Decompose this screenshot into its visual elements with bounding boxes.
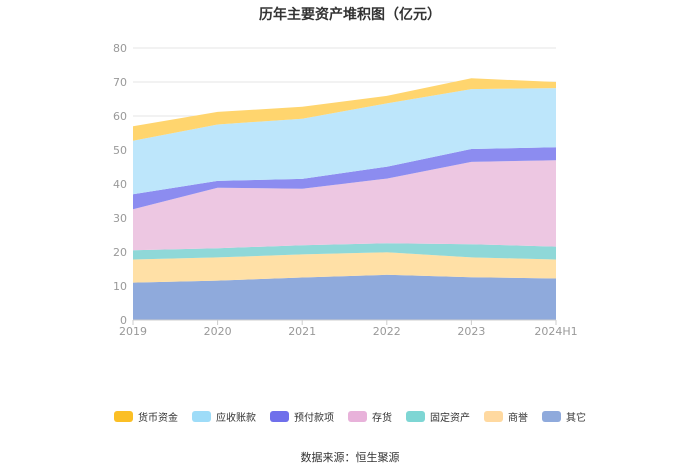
axis-layer: 0 10 20 30 40 50 60 70 80 2019 2020 2021 2022 2023 202… — [113, 42, 578, 338]
area-series-2 — [133, 243, 556, 260]
x-tick-label: 2022 — [373, 325, 401, 338]
area-series-3 — [133, 160, 556, 251]
y-tick-label: 70 — [113, 76, 127, 89]
legend-item[interactable]: 存货 — [348, 409, 392, 424]
area-series-5 — [133, 88, 556, 195]
legend-swatch — [406, 411, 425, 422]
area-series-6 — [133, 78, 556, 141]
stacked-area-chart: 0 10 20 30 40 50 60 70 80 2019 2020 2021 2022 2023 202… — [113, 42, 578, 338]
data-source: 数据来源：恒生聚源 — [300, 451, 400, 464]
y-tick-label: 60 — [113, 110, 127, 123]
legend-swatch — [114, 411, 133, 422]
y-tick-label: 80 — [113, 42, 127, 55]
legend-label: 货币资金 — [138, 413, 178, 424]
legend-label: 应收账款 — [216, 413, 256, 424]
area-layer — [133, 78, 556, 320]
legend-label: 预付款项 — [294, 413, 334, 424]
chart-title: 历年主要资产堆积图（亿元） — [259, 7, 441, 23]
y-tick-label: 20 — [113, 246, 127, 259]
legend-label: 其它 — [566, 413, 586, 424]
legend-item[interactable]: 其它 — [542, 409, 586, 424]
area-series-4 — [133, 147, 556, 210]
area-series-0 — [133, 274, 556, 320]
x-tick-label: 2021 — [288, 325, 316, 338]
legend-item[interactable]: 货币资金 — [114, 409, 178, 424]
legend-swatch — [348, 411, 367, 422]
x-tick-label: 2023 — [457, 325, 485, 338]
y-tick-label: 40 — [113, 178, 127, 191]
y-tick-label: 50 — [113, 144, 127, 157]
legend-label: 存货 — [372, 413, 392, 424]
legend-swatch — [270, 411, 289, 422]
legend-item[interactable]: 固定资产 — [406, 409, 470, 424]
legend-label: 商誉 — [508, 413, 528, 424]
legend-item[interactable]: 应收账款 — [192, 409, 256, 424]
legend-item[interactable]: 预付款项 — [270, 409, 334, 424]
y-tick-label: 0 — [120, 314, 127, 327]
area-series-1 — [133, 252, 556, 283]
x-tick-label: 2019 — [119, 325, 147, 338]
x-tick-label: 2020 — [204, 325, 232, 338]
legend-label: 固定资产 — [430, 413, 470, 424]
legend-item[interactable]: 商誉 — [484, 409, 528, 424]
legend-swatch — [542, 411, 561, 422]
y-tick-label: 30 — [113, 212, 127, 225]
y-tick-label: 10 — [113, 280, 127, 293]
legend-swatch — [192, 411, 211, 422]
legend: 货币资金 应收账款 预付款项 存货 固定资产 商誉 其它 — [0, 409, 700, 424]
legend-swatch — [484, 411, 503, 422]
x-tick-label: 2024H1 — [534, 325, 577, 338]
